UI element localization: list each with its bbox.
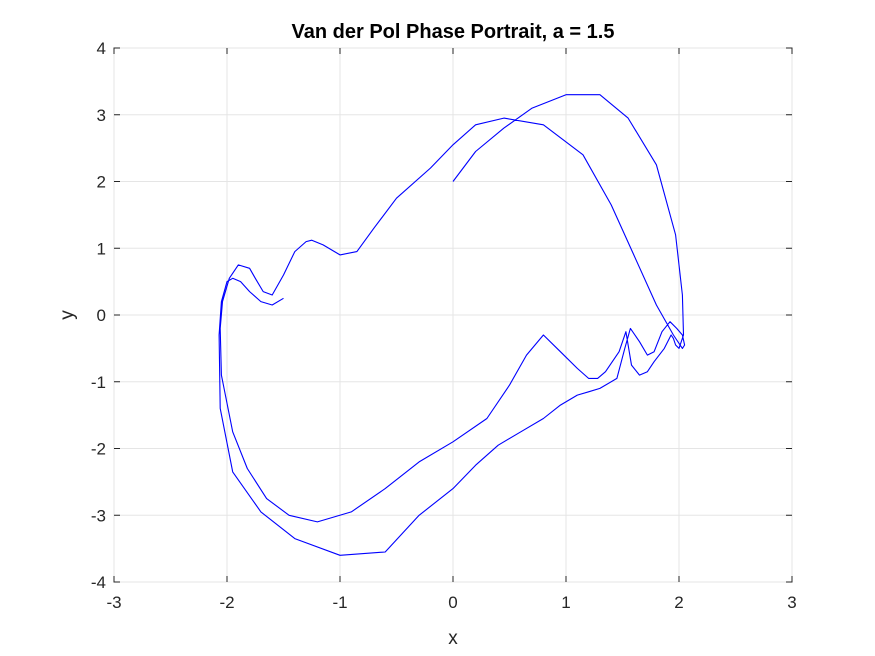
x-tick-label: 2 bbox=[674, 593, 683, 612]
tick-marks bbox=[113, 47, 793, 583]
x-tick-label: 1 bbox=[561, 593, 570, 612]
y-tick-label: -2 bbox=[91, 440, 106, 459]
y-tick-label: -3 bbox=[91, 506, 106, 525]
series-line bbox=[218, 94, 686, 556]
series-group bbox=[218, 94, 686, 556]
y-axis-label: y bbox=[57, 310, 78, 320]
y-tick-label: 0 bbox=[97, 306, 106, 325]
x-tick-label: -2 bbox=[219, 593, 234, 612]
x-tick-label: 3 bbox=[787, 593, 796, 612]
x-tick-label: -3 bbox=[106, 593, 121, 612]
x-tick-label: -1 bbox=[332, 593, 347, 612]
y-tick-label: 3 bbox=[97, 106, 106, 125]
y-tick-label: -4 bbox=[91, 573, 106, 592]
y-tick-label: 1 bbox=[97, 239, 106, 258]
x-axis-label: x bbox=[448, 628, 458, 649]
y-tick-label: 4 bbox=[97, 39, 106, 58]
y-tick-label: -1 bbox=[91, 373, 106, 392]
chart-title: Van der Pol Phase Portrait, a = 1.5 bbox=[292, 21, 615, 43]
x-tick-label: 0 bbox=[448, 593, 457, 612]
y-tick-label: 2 bbox=[97, 173, 106, 192]
grid-lines bbox=[113, 47, 793, 583]
